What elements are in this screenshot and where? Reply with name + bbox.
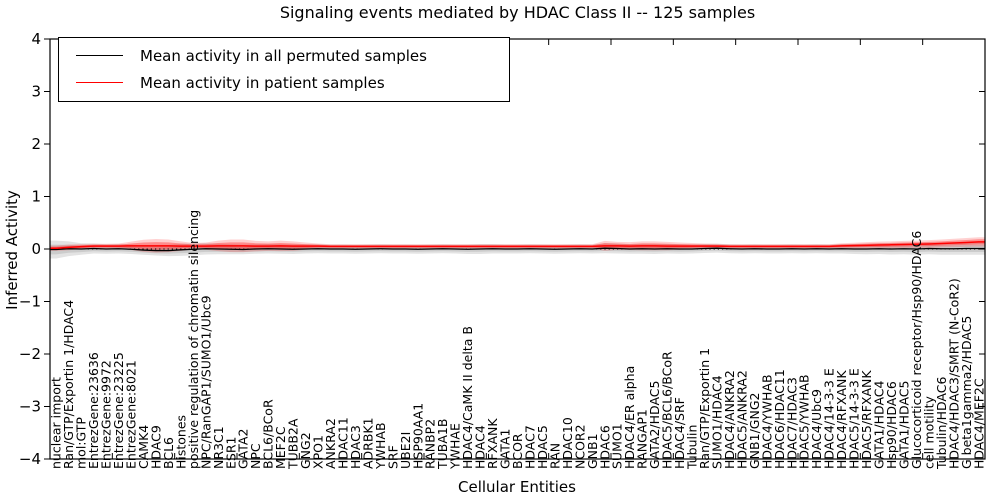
x-tick-label: Histones	[173, 415, 188, 469]
legend-item-patient: Mean activity in patient samples	[59, 69, 509, 96]
x-tick-label: ADRBK1	[360, 417, 375, 469]
x-tick-label: Ran/GTP/Exportin 1	[697, 348, 712, 469]
x-tick-label: Hsp90/HDAC6	[884, 381, 899, 469]
x-tick-label: BCL6	[161, 437, 176, 469]
y-tick-label: −1	[19, 293, 41, 311]
legend-label-permuted: Mean activity in all permuted samples	[140, 46, 427, 65]
x-tick-label: Tubulin/HDAC6	[934, 377, 949, 470]
x-tick-label: SUMO1	[610, 423, 625, 469]
x-tick-label: HDAC5/YWHAB	[797, 374, 812, 469]
x-tick-label: Glucocorticoid receptor/Hsp90/HDAC6	[909, 231, 924, 469]
x-tick-label: EntrezGene:9972	[99, 360, 114, 469]
x-tick-label: Tubulin	[685, 425, 700, 470]
x-tick-label: HDAC5	[535, 425, 550, 469]
x-tick-label: GATA2/HDAC5	[647, 381, 662, 469]
x-tick-label: BCOR	[510, 433, 525, 469]
x-tick-label: CAMK4	[136, 425, 151, 469]
x-tick-label: HDAC4/14-3-3 E	[822, 368, 837, 469]
y-tick-label: 3	[31, 83, 41, 101]
y-tick-label: 1	[31, 188, 41, 206]
legend: Mean activity in all permuted samples Me…	[58, 37, 510, 102]
x-tick-label: nuclear import	[49, 377, 64, 469]
x-tick-label: HDAC4/ANKRA2	[722, 370, 737, 469]
x-tick-label: Ran/GTP/Exportin 1/HDAC4	[61, 300, 76, 469]
x-tick-label: EntrezGene:23225	[111, 352, 126, 469]
x-tick-label: NCOR2	[572, 424, 587, 469]
x-tick-label: BCL6/BCoR	[261, 399, 276, 469]
x-tick-label: HDAC5/ANKRA2	[734, 370, 749, 469]
x-tick-label: HDAC4/YWHAB	[759, 374, 774, 469]
x-tick-label: HDAC3	[348, 425, 363, 469]
x-tick-label: YWHAE	[448, 423, 463, 470]
chart-title: Signaling events mediated by HDAC Class …	[279, 3, 756, 22]
x-tick-label: RANBP2	[423, 419, 438, 469]
y-tick-label: −3	[19, 398, 41, 416]
x-tick-label: HDAC4/SRF	[672, 397, 687, 469]
x-tick-label: positive regulation of chromatin silenci…	[186, 210, 201, 469]
x-tick-label: HDAC7/HDAC3	[784, 377, 799, 469]
legend-line-sample-red	[76, 82, 123, 83]
legend-line-sample-black	[76, 55, 123, 56]
x-tick-label: RFXANK	[485, 418, 500, 469]
x-tick-label: YWHAB	[373, 422, 388, 470]
x-tick-label: GNB1/GNG2	[747, 393, 762, 469]
y-tick-label: 0	[31, 240, 41, 258]
x-tick-label: SRF	[385, 445, 400, 469]
patient-mean-line	[50, 241, 985, 249]
x-tick-label: XPO1	[311, 435, 326, 469]
x-tick-label: HDAC9	[148, 425, 163, 469]
x-tick-label: SUMO1/HDAC4	[709, 375, 724, 469]
x-tick-label: GATA1	[498, 429, 513, 469]
x-tick-label: HDAC5/14-3-3 E	[847, 368, 862, 469]
x-tick-label: HDAC10	[560, 417, 575, 469]
x-tick-label: NR3C1	[211, 426, 226, 469]
x-tick-label: HDAC4/ER alpha	[622, 366, 637, 469]
x-tick-label: ANKRA2	[323, 418, 338, 469]
x-tick-label: NPC/RanGAP1/SUMO1/Ubc9	[198, 295, 213, 469]
x-tick-label: HDAC7	[522, 425, 537, 469]
legend-item-permuted: Mean activity in all permuted samples	[59, 42, 509, 69]
x-tick-label: mol:GTP	[74, 417, 89, 469]
x-tick-label: GATA1/HDAC4	[872, 380, 887, 469]
y-tick-label: 4	[31, 30, 41, 48]
x-tick-label: HDAC5/BCL6/BCoR	[660, 351, 675, 469]
x-tick-label: HDAC5/RFXANK	[859, 370, 874, 469]
x-tick-label: HDAC4/CaMK II delta B	[460, 326, 475, 469]
x-tick-label: GATA2	[236, 429, 251, 469]
x-tick-label: HDAC4	[473, 425, 488, 469]
x-tick-label: TUBA1B	[435, 419, 450, 470]
x-tick-label: HSP90AA1	[410, 403, 425, 469]
permuted-mean-line	[50, 247, 985, 252]
x-tick-label: RANGAP1	[635, 409, 650, 469]
x-tick-label: TUBB2A	[286, 418, 301, 470]
legend-label-patient: Mean activity in patient samples	[140, 73, 385, 92]
x-tick-label: G beta1gamma2/HDAC5	[959, 316, 974, 469]
y-tick-label: −4	[19, 450, 41, 468]
x-tick-label: NPC	[248, 443, 263, 469]
x-tick-label: GATA1/HDAC5	[896, 381, 911, 469]
x-tick-label: GNG2	[298, 432, 313, 469]
x-tick-label: HDAC4/RFXANK	[834, 370, 849, 469]
x-axis-title: Cellular Entities	[458, 478, 576, 496]
y-tick-label: −2	[19, 345, 41, 363]
x-tick-label: MEF2C	[273, 426, 288, 469]
x-tick-label: RAN	[547, 443, 562, 469]
y-axis-title: Inferred Activity	[3, 190, 21, 310]
x-tick-label: HDAC4/MEF2C	[971, 378, 986, 469]
x-tick-label: GNB1	[585, 433, 600, 469]
x-tick-label: HDAC6	[597, 425, 612, 469]
x-tick-label: HDAC11	[335, 417, 350, 469]
x-tick-label: UBE2I	[398, 432, 413, 469]
x-tick-label: HDAC4/Ubc9	[809, 389, 824, 469]
x-tick-label: EntrezGene:8021	[124, 360, 139, 469]
y-tick-label: 2	[31, 135, 41, 153]
x-tick-label: HDAC4/HDAC3/SMRT (N-CoR2)	[946, 278, 961, 469]
x-tick-label: ESR1	[223, 437, 238, 469]
x-tick-label: cell motility	[921, 395, 936, 469]
x-tick-label: EntrezGene:23636	[86, 352, 101, 469]
x-tick-label: HDAC6/HDAC11	[772, 369, 787, 469]
